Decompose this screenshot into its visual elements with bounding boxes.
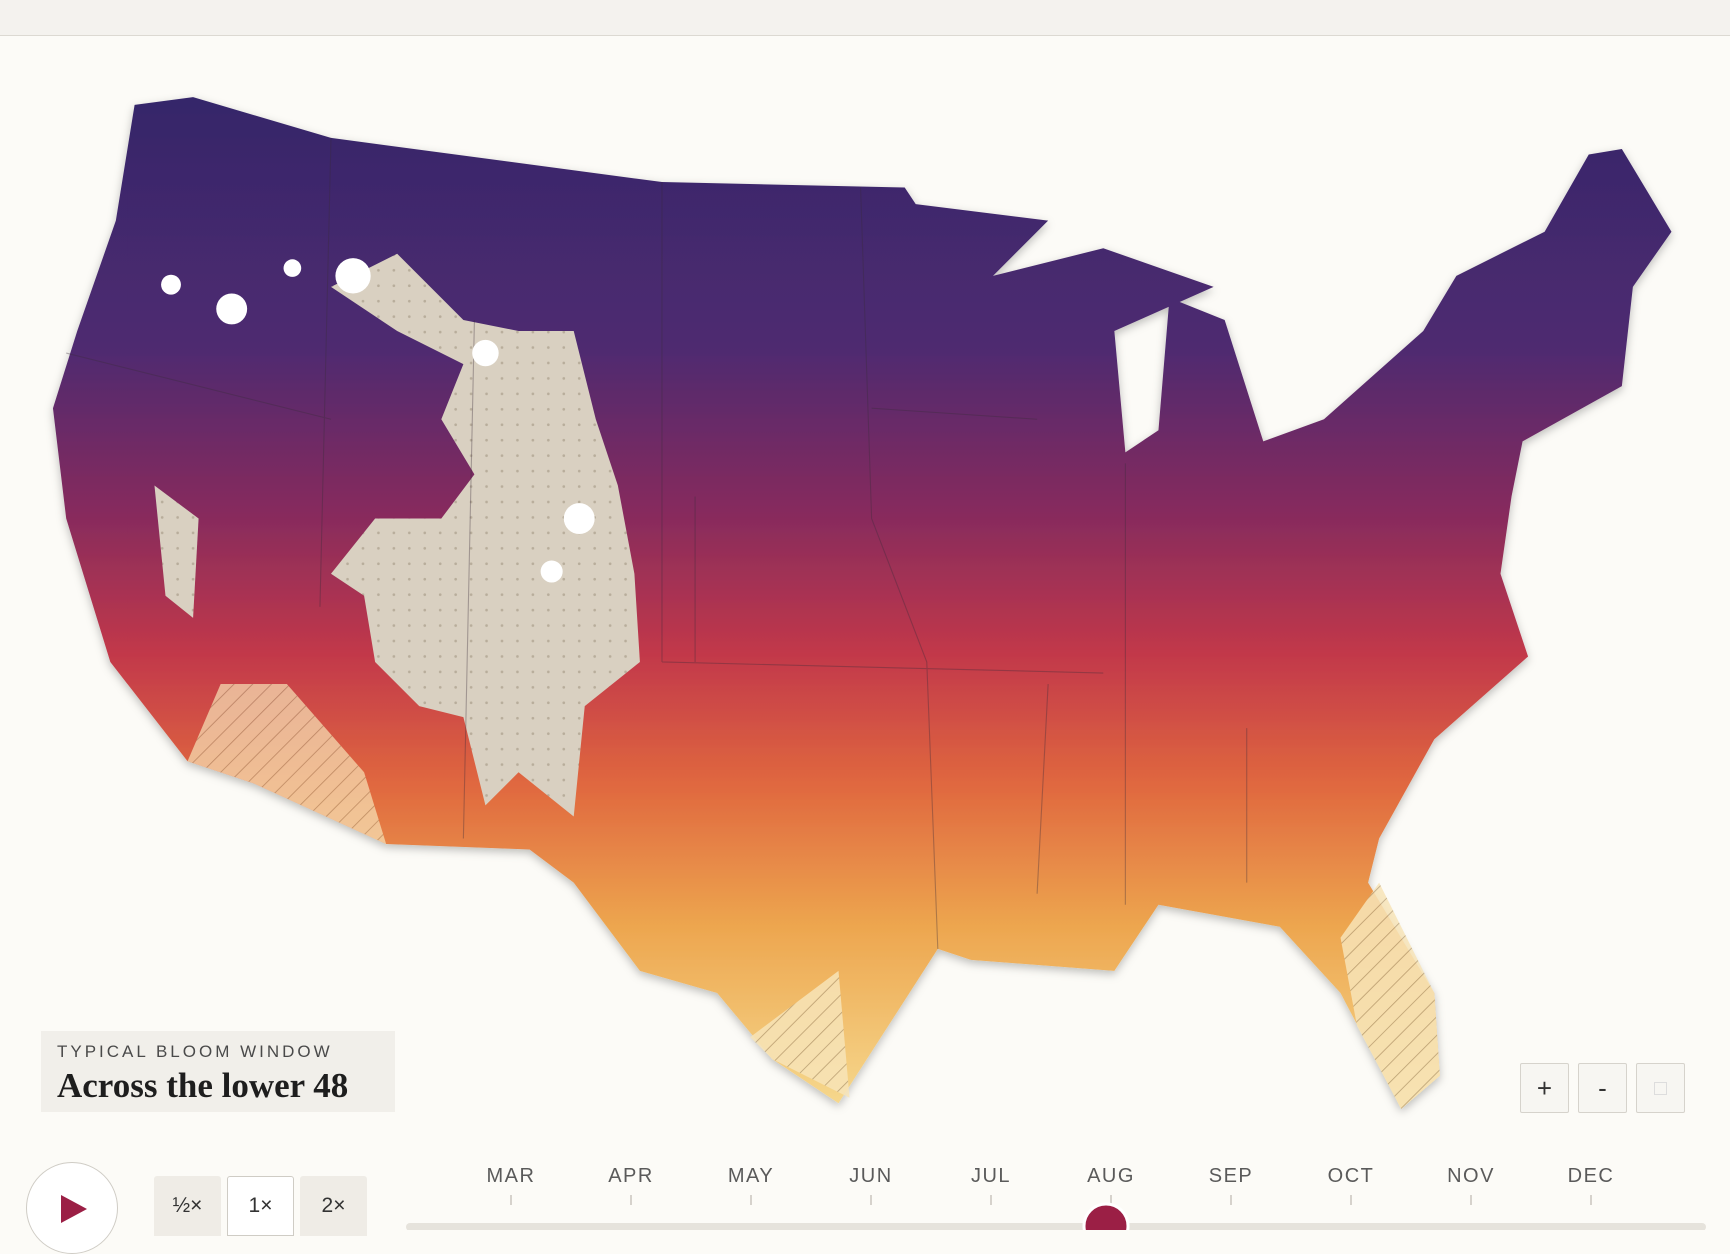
no-bloom-area	[750, 970, 850, 1098]
speed-button[interactable]: 2×	[300, 1176, 367, 1236]
play-icon	[61, 1195, 87, 1223]
month-label: MAR	[487, 1165, 536, 1187]
no-bloom-area	[187, 684, 387, 845]
high-elevation-area	[330, 253, 640, 817]
month-label: DEC	[1568, 1165, 1615, 1187]
month-label: MAY	[728, 1165, 774, 1187]
month-label: APR	[608, 1165, 654, 1187]
timeline: DEC NOV OCT SEP AUG JUL JUN MAY APR MAR	[406, 1165, 1706, 1230]
speed-button[interactable]: 1×	[227, 1176, 294, 1236]
bloom-map	[52, 97, 1672, 1109]
high-elevation-area	[154, 485, 199, 618]
no-bloom-area	[1340, 882, 1440, 1109]
zoom-button[interactable]: -	[1578, 1063, 1627, 1113]
month-label: OCT	[1328, 1165, 1375, 1187]
legend-box: TYPICAL BLOOM WINDOW Across the lower 48	[41, 1031, 395, 1112]
speed-button[interactable]: ½×	[154, 1176, 221, 1236]
reset-button[interactable]	[1636, 1063, 1685, 1113]
slider-handle[interactable]	[1082, 1202, 1130, 1230]
legend-title: Across the lower 48	[57, 1066, 349, 1105]
legend-eyebrow: TYPICAL BLOOM WINDOW	[57, 1042, 333, 1061]
month-label: SEP	[1209, 1165, 1254, 1187]
top-bar	[0, 0, 1730, 36]
zoom-controls: + -	[1520, 1063, 1685, 1113]
snow-patches	[161, 258, 595, 583]
zoom-button[interactable]: +	[1520, 1063, 1569, 1113]
month-label: AUG	[1087, 1165, 1135, 1187]
month-label: NOV	[1447, 1165, 1495, 1187]
month-label: JUL	[971, 1165, 1011, 1187]
month-label: JUN	[849, 1165, 892, 1187]
state-lines	[66, 137, 1248, 949]
slider-track	[406, 1223, 1706, 1230]
reset-icon	[1654, 1081, 1667, 1095]
speed-options: ½× 1× 2×	[154, 1176, 367, 1236]
